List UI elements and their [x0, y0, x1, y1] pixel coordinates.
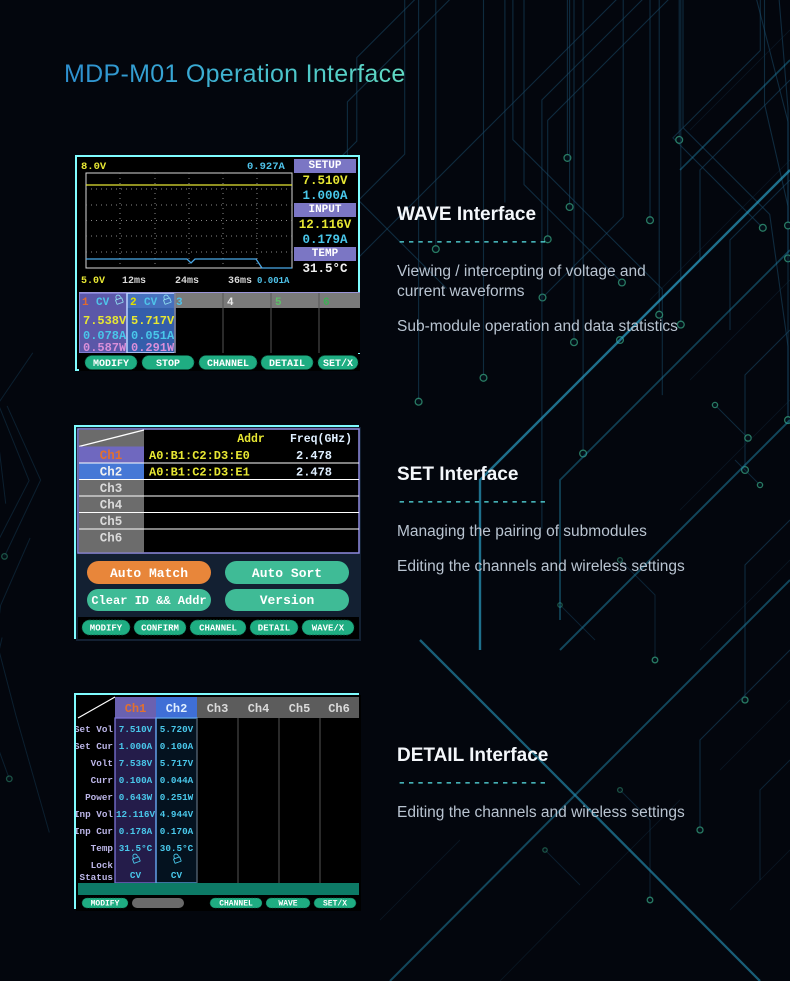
svg-text:SET/X: SET/X: [323, 358, 353, 370]
svg-text:Ch2: Ch2: [166, 702, 188, 716]
svg-text:0.001A: 0.001A: [257, 276, 290, 286]
svg-text:Auto Sort: Auto Sort: [252, 566, 322, 581]
svg-text:5.717V: 5.717V: [131, 314, 175, 328]
svg-text:5: 5: [275, 297, 282, 309]
svg-text:Ch3: Ch3: [207, 702, 229, 716]
svg-text:A0:B1:C2:D3:E0: A0:B1:C2:D3:E0: [149, 449, 250, 463]
svg-text:Auto Match: Auto Match: [110, 566, 188, 581]
svg-text:CHANNEL: CHANNEL: [199, 624, 237, 634]
svg-text:CV: CV: [144, 297, 158, 309]
svg-text:Set Cur: Set Cur: [76, 741, 113, 752]
svg-text:Lock: Lock: [91, 860, 114, 871]
svg-text:Ch5: Ch5: [100, 515, 123, 529]
svg-text:0.291W: 0.291W: [131, 341, 175, 353]
svg-text:0.100A: 0.100A: [119, 775, 153, 786]
svg-text:5.720V: 5.720V: [160, 724, 194, 735]
svg-text:0.100A: 0.100A: [160, 741, 194, 752]
svg-text:4: 4: [227, 297, 234, 309]
svg-text:CHANNEL: CHANNEL: [219, 900, 253, 909]
svg-text:Ch6: Ch6: [100, 532, 123, 546]
svg-text:Inp Cur: Inp Cur: [76, 826, 113, 837]
svg-text:2.478: 2.478: [296, 449, 332, 463]
svg-text:Version: Version: [260, 593, 315, 608]
svg-text:0.587W: 0.587W: [83, 341, 127, 353]
svg-text:MODIFY: MODIFY: [93, 359, 129, 370]
svg-text:WAVE: WAVE: [278, 900, 297, 909]
svg-text:12.116V: 12.116V: [116, 809, 155, 820]
svg-text:Power: Power: [85, 792, 113, 803]
svg-text:30.5°C: 30.5°C: [160, 843, 194, 854]
svg-text:CV: CV: [171, 870, 183, 881]
svg-text:Set Vol: Set Vol: [76, 724, 113, 735]
svg-text:3: 3: [176, 297, 183, 309]
svg-text:STOP: STOP: [156, 359, 180, 370]
svg-text:CONFIRM: CONFIRM: [141, 624, 179, 634]
svg-text:0.178A: 0.178A: [119, 826, 153, 837]
svg-text:7.538V: 7.538V: [83, 314, 127, 328]
svg-text:SET/X: SET/X: [323, 900, 347, 909]
svg-text:0.170A: 0.170A: [160, 826, 194, 837]
svg-text:CHANNEL: CHANNEL: [207, 359, 249, 370]
svg-text:MODIFY: MODIFY: [91, 900, 120, 909]
svg-text:Temp: Temp: [91, 843, 114, 854]
svg-text:4.944V: 4.944V: [160, 809, 194, 820]
svg-text:1.000A: 1.000A: [119, 741, 153, 752]
svg-text:7.510V: 7.510V: [119, 724, 153, 735]
svg-text:DETAIL: DETAIL: [269, 359, 305, 370]
svg-text:A0:B1:C2:D3:E1: A0:B1:C2:D3:E1: [149, 466, 250, 480]
svg-text:Ch1: Ch1: [125, 702, 147, 716]
svg-text:0.927A: 0.927A: [247, 161, 286, 173]
svg-text:Ch2: Ch2: [100, 466, 123, 480]
svg-text:Status: Status: [80, 872, 114, 883]
svg-text:Inp Vol: Inp Vol: [76, 809, 113, 820]
svg-text:12ms: 12ms: [122, 276, 146, 287]
svg-text:24ms: 24ms: [175, 276, 199, 287]
svg-text:Ch4: Ch4: [248, 702, 270, 716]
svg-text:7.538V: 7.538V: [119, 758, 153, 769]
svg-text:1: 1: [82, 297, 89, 309]
svg-text:6: 6: [323, 297, 330, 309]
svg-text:DETAIL: DETAIL: [258, 624, 290, 634]
svg-text:31.5°C: 31.5°C: [119, 843, 153, 854]
svg-text:CV: CV: [96, 297, 110, 309]
svg-text:36ms: 36ms: [228, 276, 252, 287]
svg-text:Clear ID && Addr: Clear ID && Addr: [91, 594, 206, 608]
svg-text:CV: CV: [130, 870, 142, 881]
svg-text:Addr: Addr: [237, 433, 265, 446]
svg-text:Ch6: Ch6: [328, 702, 350, 716]
svg-text:Curr: Curr: [91, 775, 113, 786]
svg-text:MODIFY: MODIFY: [90, 624, 123, 634]
svg-text:0.251W: 0.251W: [160, 792, 194, 803]
svg-text:8.0V: 8.0V: [81, 161, 107, 173]
svg-text:Ch1: Ch1: [100, 449, 123, 463]
svg-text:0.044A: 0.044A: [160, 775, 194, 786]
svg-text:2.478: 2.478: [296, 466, 332, 480]
svg-text:0.643W: 0.643W: [119, 792, 153, 803]
svg-text:5.0V: 5.0V: [81, 276, 105, 287]
svg-text:Volt: Volt: [91, 758, 113, 769]
svg-text:2: 2: [130, 297, 137, 309]
svg-text:Ch3: Ch3: [100, 482, 123, 496]
svg-text:Ch4: Ch4: [100, 499, 123, 513]
svg-text:Freq(GHz): Freq(GHz): [290, 433, 352, 446]
svg-text:WAVE/X: WAVE/X: [312, 624, 345, 634]
svg-text:Ch5: Ch5: [289, 702, 311, 716]
svg-text:5.717V: 5.717V: [160, 758, 194, 769]
